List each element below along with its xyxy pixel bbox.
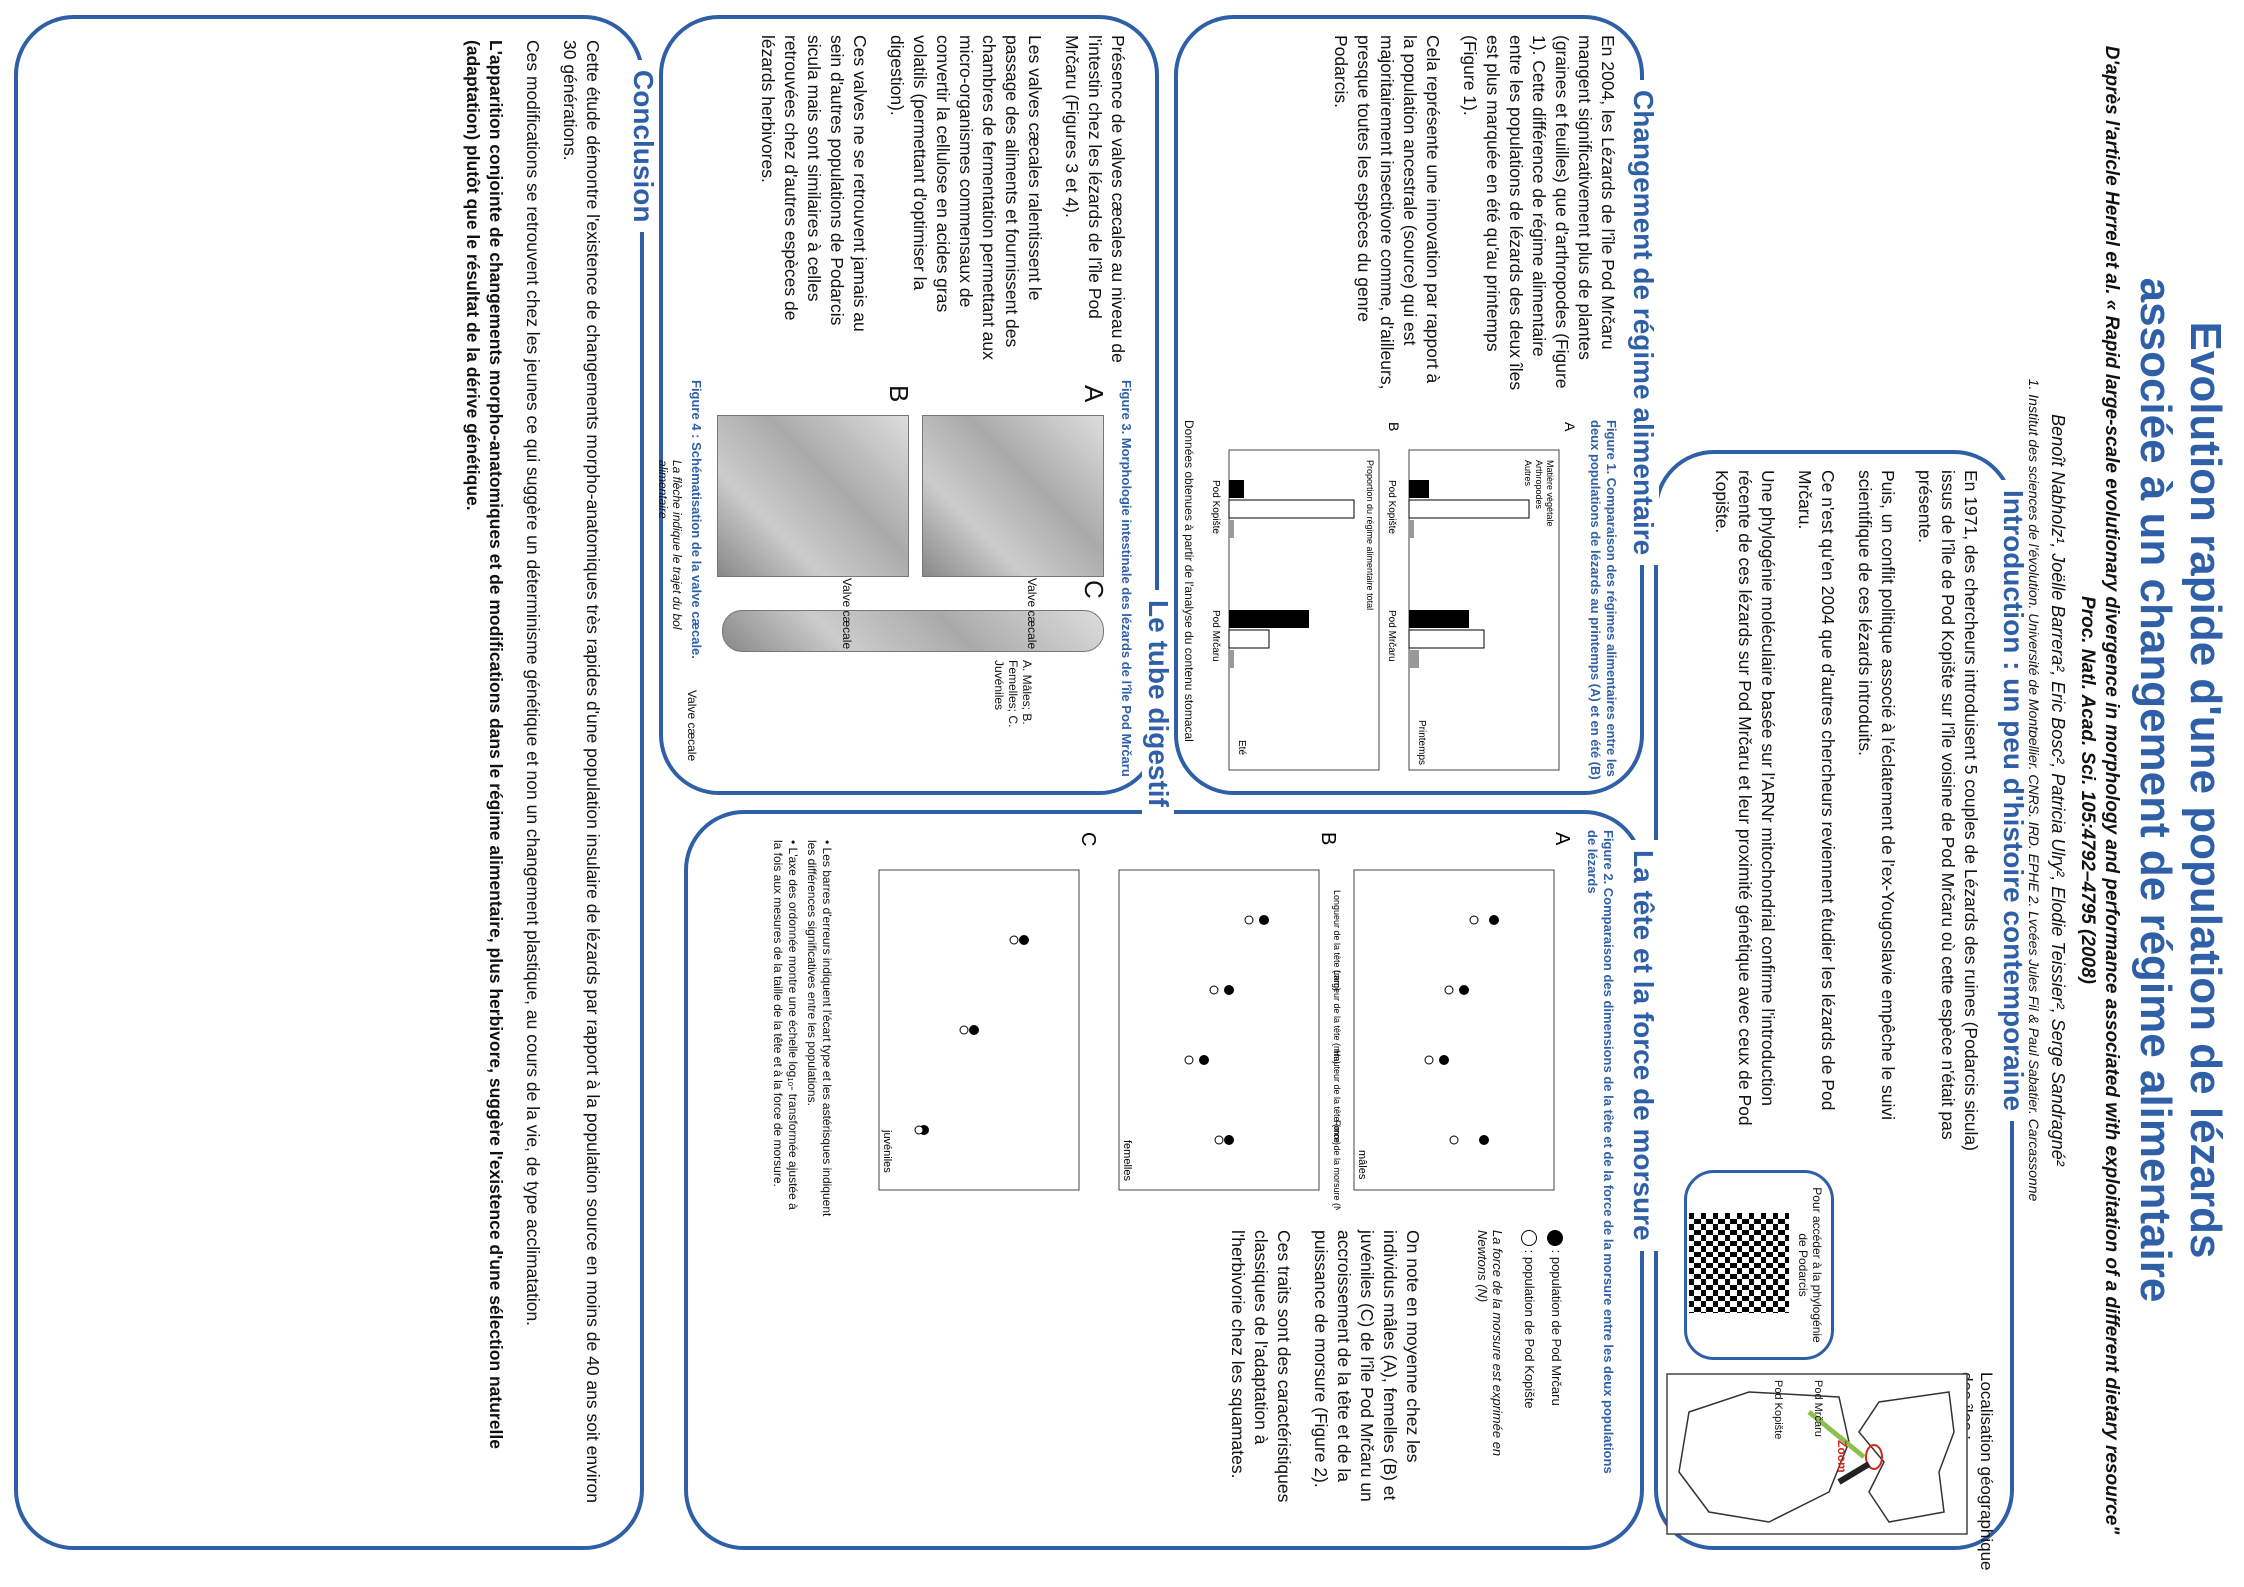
- fig1-cat-mrc: Pod Mrčaru: [1386, 610, 1397, 662]
- fig2-x1: Longueur de la tête (mm): [1332, 890, 1342, 991]
- fig2-panel-a: A: [1551, 832, 1573, 846]
- fig3-valve-b: Valve cæcale: [840, 578, 854, 650]
- intro-p2: Puis, un conflit politique associé à l'é…: [1855, 470, 1898, 1121]
- tube-p2: Les valves cæcales ralentissent le passa…: [887, 35, 1045, 360]
- intro-text: En 1971, des chercheurs introduisent 5 c…: [1696, 470, 1982, 1160]
- fig1b-bar-kop-veg: [1229, 480, 1244, 498]
- force-p1: On note en moyenne chez les individus mâ…: [1311, 1230, 1423, 1502]
- force-p2: Ces traits sont des caractéristiques cla…: [1228, 1230, 1294, 1503]
- intro-p1: En 1971, des chercheurs introduisent 5 c…: [1915, 470, 1981, 1151]
- fig1b-bar-kop-arth: [1228, 499, 1355, 519]
- fig1-legend3: Autres: [1523, 460, 1533, 487]
- fig3-label-c: C: [1079, 580, 1109, 599]
- qr-code[interactable]: [1689, 1213, 1789, 1313]
- legend-black-dot: [1547, 1230, 1564, 1246]
- fig2-x2: Largeur de la tête (mm): [1332, 970, 1342, 1064]
- force-bullet2: L'axe des ordonnée montre une échelle lo…: [771, 840, 800, 1210]
- regime-text: En 2004, les Lézards de l'île Pod Mrčaru…: [1315, 35, 1619, 395]
- fig3-caption: Figure 3. Morphologie intestinale des lé…: [1119, 380, 1134, 777]
- fig2-group-b: femelles: [1121, 1140, 1133, 1181]
- fig1-panel-b: B: [1386, 422, 1402, 431]
- fig4-note: La flèche indique le trajet du bol alime…: [656, 460, 684, 630]
- regime-p2: Cela représente une innovation par rappo…: [1331, 35, 1443, 390]
- fig3-label-a: A: [1079, 385, 1109, 403]
- conclusion-p1: Cette étude démontre l'existence de chan…: [560, 40, 603, 1503]
- fig1b-bar-mrc-arth: [1228, 629, 1270, 649]
- fig2-x3: Hauteur de la tête (mm): [1332, 1050, 1342, 1145]
- force-text: On note en moyenne chez les individus mâ…: [1212, 1230, 1424, 1530]
- regime-title: Changement de régime alimentaire: [1627, 80, 1659, 566]
- map-zoom: Zoom: [1835, 1440, 1849, 1473]
- intro-title: Introduction : un peu d'histoire contemp…: [1997, 480, 2029, 1122]
- fig2-group-c: juvéniles: [881, 1129, 893, 1173]
- intro-p3: Ce n'est qu'en 2004 que d'autres cherche…: [1795, 470, 1838, 1111]
- intro-p4: Une phylogénie moléculaire basée sur l'A…: [1712, 470, 1778, 1126]
- force-bullet1: Les barres d'erreurs indiquent l'écart t…: [805, 840, 834, 1217]
- fig1-season-a: Printemps: [1416, 720, 1427, 765]
- fig1a-bar-kop-arth: [1408, 499, 1530, 519]
- fig1-legend1: Matière végétale: [1545, 460, 1555, 527]
- fig1a-bar-mrc-autres: [1409, 650, 1419, 668]
- authors: Benoît Nabholz¹, Joëlle Barrera², Eric B…: [2048, 414, 2068, 1166]
- conclusion-title: Conclusion: [627, 60, 659, 233]
- force-bullets: • Les barres d'erreurs indiquent l'écart…: [771, 840, 834, 1217]
- force-note: La force de la morsure est exprimée en N…: [1474, 1230, 1505, 1457]
- fig4-valve-label: Valve cæcale: [685, 690, 699, 762]
- fig1-caption: Figure 1. Comparaison des régimes alimen…: [1588, 420, 1619, 780]
- fig1a-bar-mrc-veg: [1409, 610, 1469, 628]
- fig1-chart: A B Printemps Eté Pod Kopište Pod Mrčaru…: [1210, 422, 1578, 771]
- fig1-note: Données obtenues à partir de l'analyse d…: [1182, 420, 1196, 742]
- fig2-caption: Figure 2. Comparaison des dimensions de …: [1585, 830, 1616, 1474]
- fig1-season-b: Eté: [1236, 740, 1247, 755]
- fig1-panel-a: A: [1562, 422, 1578, 432]
- fig2-x4: Force de la morsure (N): [1332, 1120, 1342, 1210]
- fig1b-bar-mrc-veg: [1229, 610, 1309, 628]
- subtitle-line1: D'après l'article Herrel et al. « Rapid …: [2101, 45, 2122, 1535]
- tube-text: Présence de valves cæcales au niveau de …: [742, 35, 1129, 365]
- fig3-photo-b: [717, 415, 909, 577]
- fig2-panel-c: C: [1077, 832, 1099, 846]
- force-title: La tête et la force de morsure: [1627, 840, 1659, 1251]
- legend-black: : population de Pod Mrčaru: [1549, 1249, 1564, 1406]
- qr-text: Pour accéder à la phylogénie de Podarcis: [1796, 1187, 1824, 1343]
- tube-p3: Ces valves ne se retrouvent jamais au se…: [758, 35, 870, 332]
- legend-white-dot: [1520, 1230, 1537, 1246]
- fig1a-bar-mrc-arth: [1408, 629, 1485, 649]
- fig1-ylabel: Proportion du régime alimentaire total: [1365, 460, 1375, 610]
- tube-title: Le tube digestif: [1142, 590, 1174, 817]
- poster-title-line1: Evolution rapide d'une population de léz…: [2181, 321, 2230, 1259]
- fig1a-bar-kop-veg: [1409, 480, 1429, 498]
- map-label-kopiste: Pod Kopište: [1772, 1380, 1784, 1440]
- conclusion-p3: L'apparition conjointe de changements mo…: [463, 40, 506, 1449]
- fig3-legend: A. Mâles; B. Femelles; C. Juvéniles: [992, 660, 1034, 728]
- fig1-cat-mrc-b: Pod Mrčaru: [1210, 610, 1221, 662]
- fig1b-bar-kop-autres: [1229, 520, 1234, 538]
- fig2-chart: A B C mâles femelles juvéniles Longueur …: [878, 832, 1573, 1210]
- legend-white: : population de Pod Kopište: [1522, 1249, 1538, 1409]
- fig1-cat-kop-b: Pod Kopište: [1210, 480, 1221, 534]
- fig3-photo-c: [722, 610, 1104, 652]
- fig2-panel-b: B: [1317, 832, 1339, 845]
- map-figure: [1666, 1373, 1968, 1535]
- fig1-legend2: Arthropodes: [1534, 460, 1544, 510]
- subtitle-line2: Proc. Natl. Acad. Sci. 105:4792–4795 (20…: [2077, 596, 2098, 984]
- fig3-photo-a: [922, 415, 1104, 577]
- fig2-group-a: mâles: [1356, 1150, 1368, 1180]
- fig3-label-b: B: [884, 385, 914, 403]
- regime-p1: En 2004, les Lézards de l'île Pod Mrčaru…: [1460, 35, 1618, 391]
- fig1-cat-kop: Pod Kopište: [1386, 480, 1397, 534]
- tube-p1: Présence de valves cæcales au niveau de …: [1062, 35, 1128, 363]
- fig1b-bar-mrc-autres: [1229, 650, 1234, 668]
- map-label-mrcaru: Pod Mrčaru: [1812, 1380, 1824, 1437]
- poster-title-line2: associée à un changement de régime alime…: [2131, 277, 2180, 1303]
- fig2-legend: : population de Pod Mrčaru : population …: [1475, 1230, 1564, 1490]
- conclusion-text: Cette étude démontre l'existence de chan…: [447, 40, 604, 1520]
- conclusion-p2: Ces modifications se retrouvent chez les…: [523, 40, 543, 1327]
- fig1a-bar-kop-autres: [1409, 520, 1414, 538]
